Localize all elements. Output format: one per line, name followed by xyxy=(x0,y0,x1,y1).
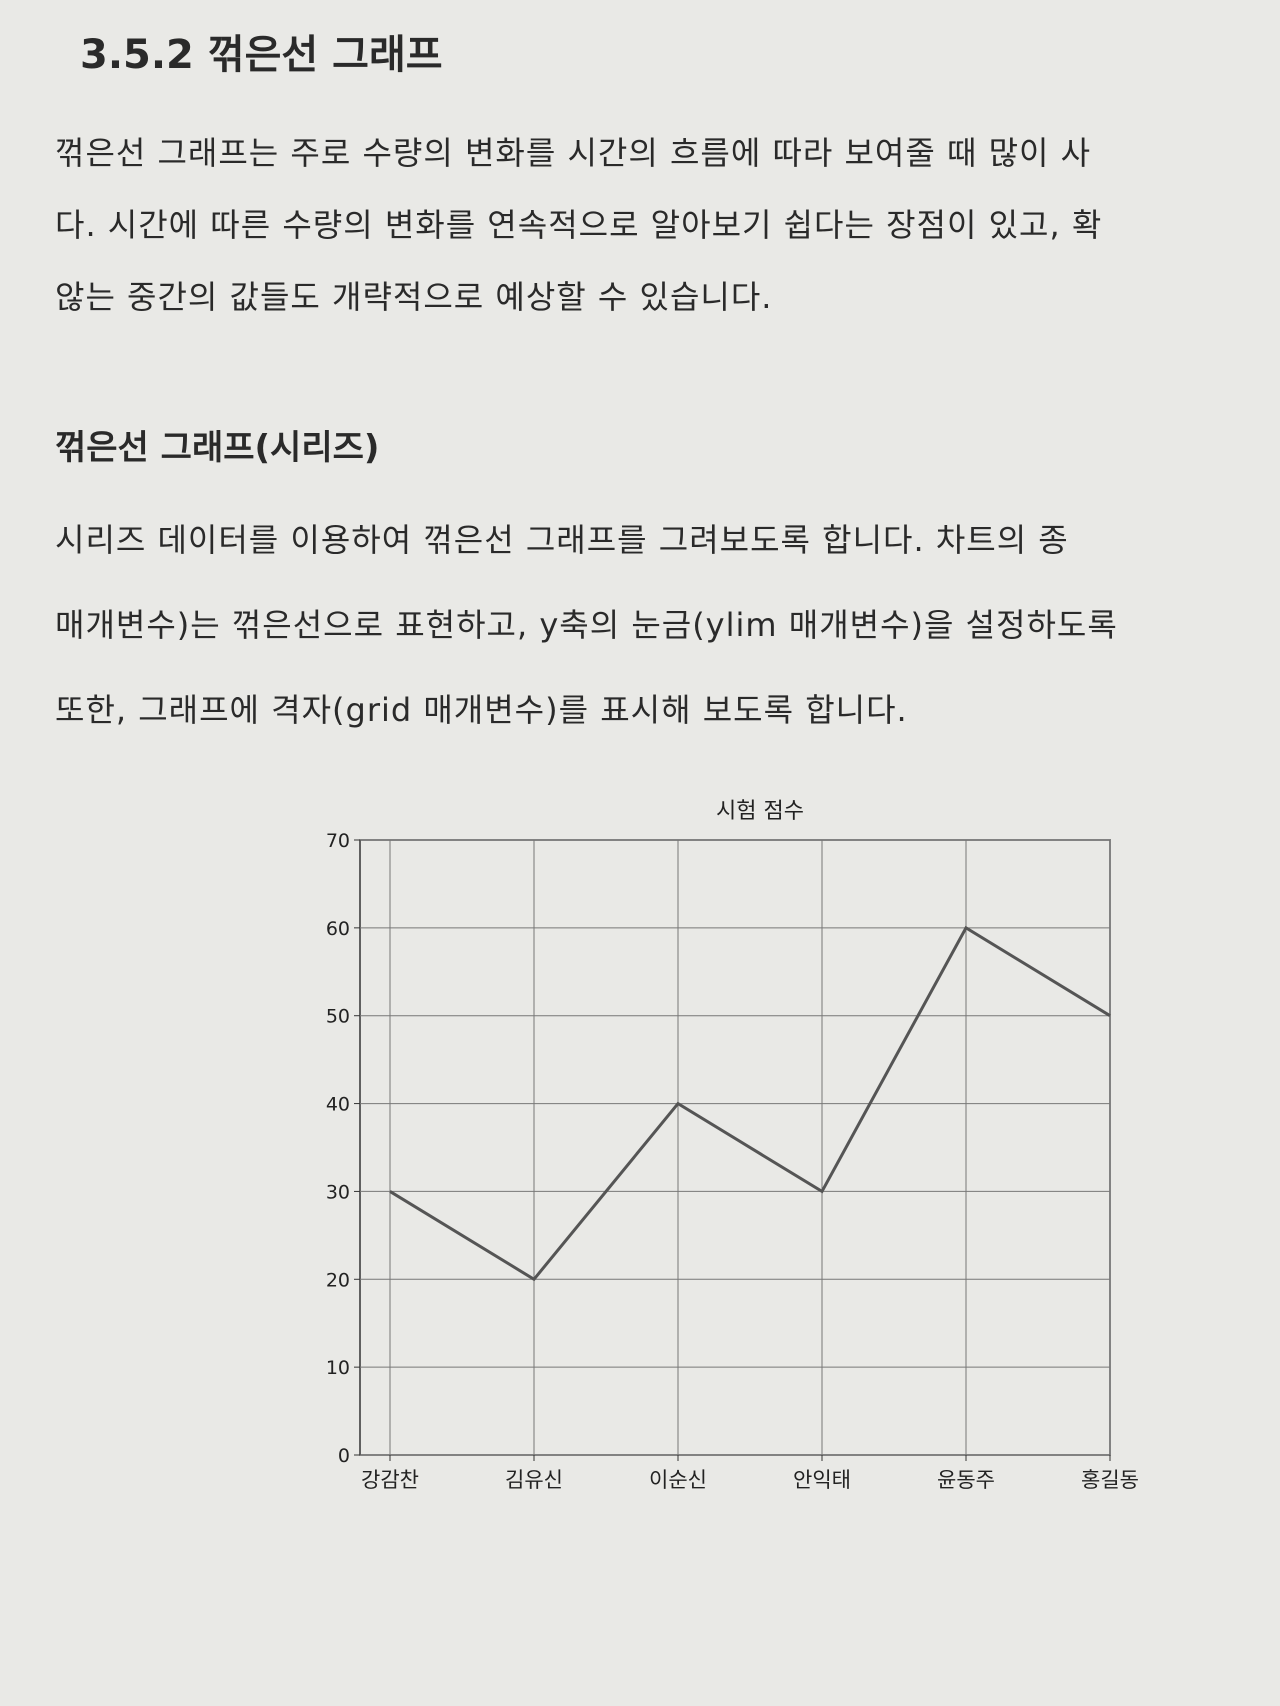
paragraph-line: 않는 중간의 값들도 개략적으로 예상할 수 있습니다. xyxy=(55,278,773,316)
x-tick-label: 김유신 xyxy=(505,1468,563,1492)
paragraph-line: 다. 시간에 따른 수량의 변화를 연속적으로 알아보기 쉽다는 장점이 있고,… xyxy=(55,206,1103,244)
x-tick-label: 안익태 xyxy=(793,1468,851,1492)
x-tick-label: 홍길동 xyxy=(1081,1468,1139,1492)
y-tick-label: 60 xyxy=(326,918,350,940)
x-tick-label: 강감찬 xyxy=(361,1468,419,1492)
subheading: 꺾은선 그래프(시리즈) xyxy=(55,428,380,468)
paragraph-line: 꺾은선 그래프는 주로 수량의 변화를 시간의 흐름에 따라 보여줄 때 많이 … xyxy=(55,134,1092,172)
data-line xyxy=(389,925,1111,1282)
y-tick-label: 0 xyxy=(338,1445,350,1467)
x-tick-label: 이순신 xyxy=(649,1468,707,1492)
y-tick-label: 70 xyxy=(326,830,350,852)
x-tick-label: 윤동주 xyxy=(937,1468,995,1492)
paragraph-line: 또한, 그래프에 격자(grid 매개변수)를 표시해 보도록 합니다. xyxy=(55,691,908,729)
plot-area xyxy=(359,839,1111,1456)
y-tick-label: 40 xyxy=(326,1094,350,1116)
paragraph-line: 매개변수)는 꺾은선으로 표현하고, y축의 눈금(ylim 매개변수)을 설정… xyxy=(55,606,1118,644)
y-tick-label: 30 xyxy=(326,1181,350,1203)
chart-title: 시험 점수 xyxy=(716,799,804,824)
paragraph-line: 시리즈 데이터를 이용하여 꺾은선 그래프를 그려보도록 합니다. 차트의 종 xyxy=(55,521,1069,559)
y-tick-label: 10 xyxy=(326,1357,350,1379)
y-tick-label: 50 xyxy=(326,1006,350,1028)
section-heading: 3.5.2 꺾은선 그래프 xyxy=(80,32,443,78)
y-tick-label: 20 xyxy=(326,1269,350,1291)
